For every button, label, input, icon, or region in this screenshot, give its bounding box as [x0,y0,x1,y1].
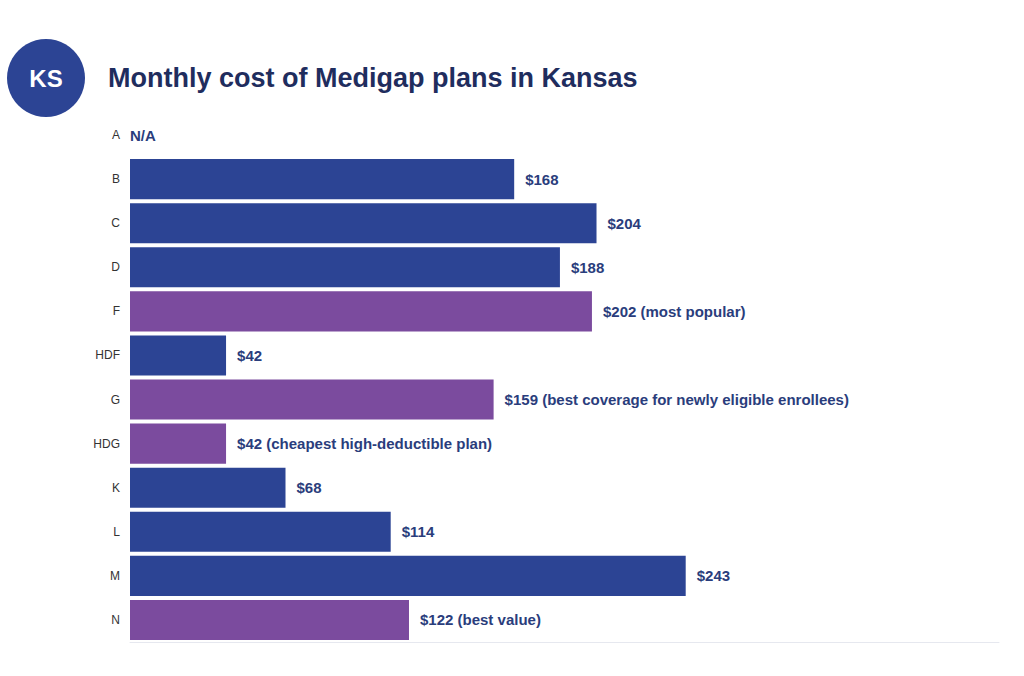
svg-text:$168: $168 [525,171,558,188]
svg-text:HDF: HDF [95,348,120,362]
svg-text:Monthly cost of Medigap plans: Monthly cost of Medigap plans in Kansas [108,63,638,93]
svg-text:$243: $243 [697,567,730,584]
svg-text:$42 (cheapest high-deductible: $42 (cheapest high-deductible plan) [237,435,492,452]
svg-text:$188: $188 [571,259,604,276]
svg-text:C: C [111,216,120,230]
svg-text:$42: $42 [237,347,262,364]
svg-text:$114: $114 [402,523,435,540]
svg-text:G: G [111,393,120,407]
svg-text:A: A [112,128,120,142]
svg-text:$122 (best value): $122 (best value) [420,611,541,628]
svg-text:M: M [110,569,120,583]
svg-text:K: K [112,481,120,495]
svg-text:$159 (best coverage for newly: $159 (best coverage for newly eligible e… [505,391,849,408]
svg-text:F: F [113,304,120,318]
svg-text:$202 (most popular): $202 (most popular) [603,303,746,320]
svg-text:D: D [111,260,120,274]
svg-text:$204: $204 [608,215,642,232]
svg-text:HDG: HDG [93,437,120,451]
svg-text:L: L [113,525,120,539]
svg-text:KS: KS [29,65,62,92]
svg-text:N: N [111,613,120,627]
svg-text:B: B [112,172,120,186]
svg-text:N/A: N/A [130,127,156,144]
svg-text:$68: $68 [297,479,322,496]
